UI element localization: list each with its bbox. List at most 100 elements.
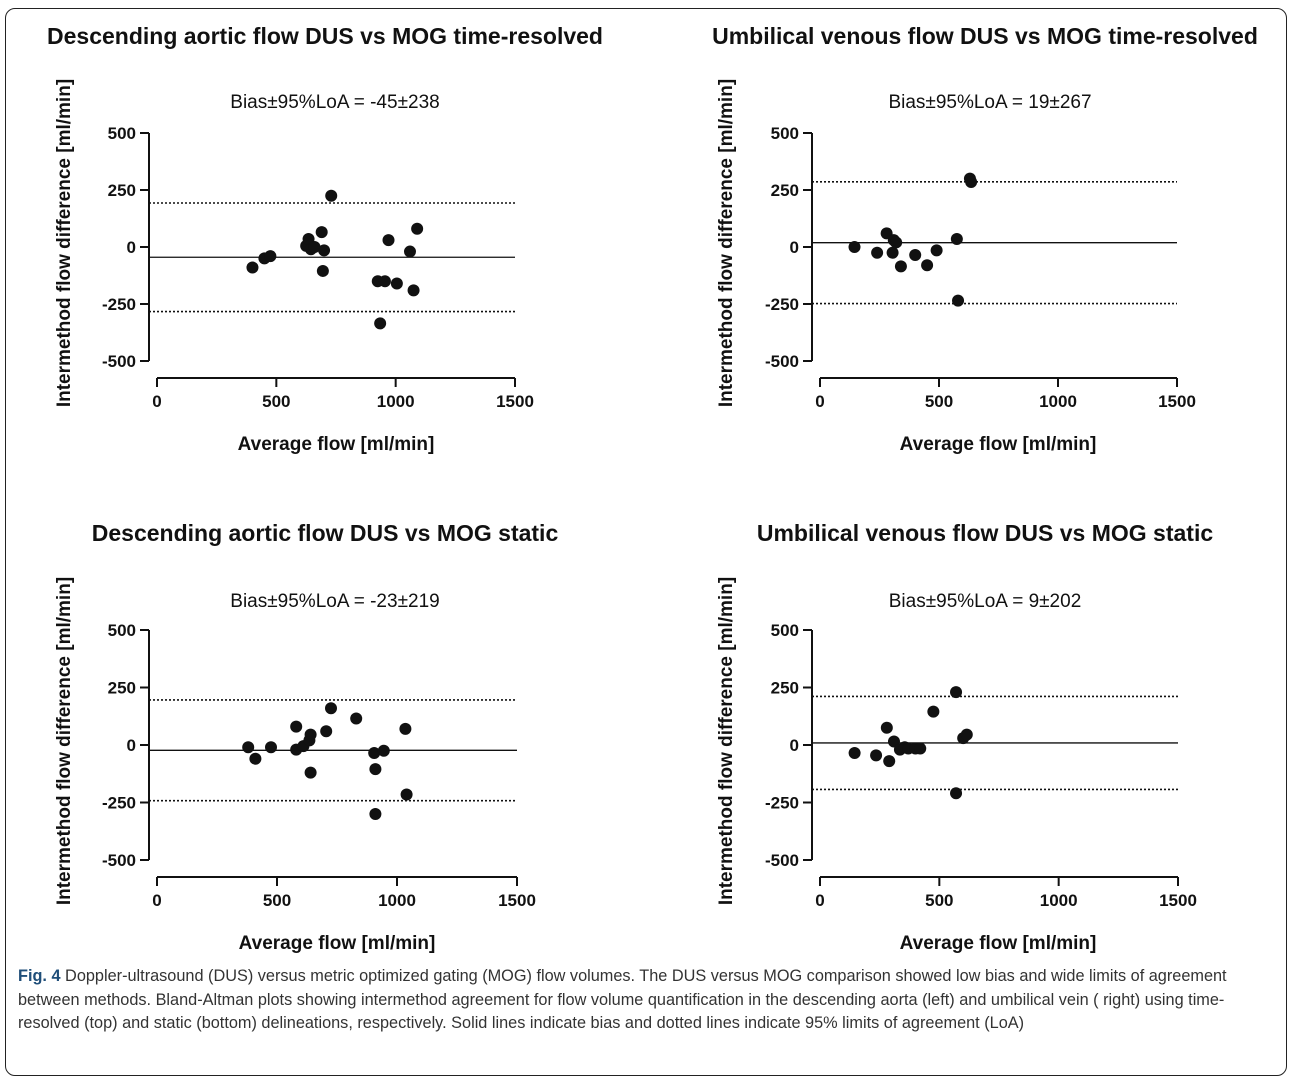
chart1-data-point xyxy=(407,284,420,297)
chart4-y-tick-label: 500 xyxy=(771,621,799,640)
figure-frame xyxy=(5,8,1287,1076)
chart1-x-tick-label: 0 xyxy=(152,392,161,411)
chart3-y-tick-label: 250 xyxy=(108,679,136,698)
chart3-data-point xyxy=(304,766,317,779)
chart4-data-point xyxy=(848,747,861,760)
chart3-y-tick-label: 0 xyxy=(127,736,136,755)
chart1-y-tick-label: -500 xyxy=(102,352,136,371)
chart3-data-point xyxy=(399,722,412,735)
chart3-data-point xyxy=(377,744,390,757)
chart2-data-point xyxy=(890,236,903,249)
chart3-data-point xyxy=(320,725,333,738)
chart1-y-axis-label: Intermethod flow difference [ml/min] xyxy=(54,79,75,407)
chart4-x-tick-label: 1500 xyxy=(1159,891,1197,910)
chart3-y-tick-label: -250 xyxy=(102,794,136,813)
chart3-data-point xyxy=(400,788,413,801)
chart4-y-axis-label: Intermethod flow difference [ml/min] xyxy=(716,577,737,905)
chart2-data-point xyxy=(965,176,978,189)
chart3-data-point xyxy=(304,728,317,741)
chart4-data-point xyxy=(960,728,973,741)
chart4-x-tick-label: 1000 xyxy=(1040,891,1078,910)
chart3-x-axis-label: Average flow [ml/min] xyxy=(239,933,436,954)
chart1-data-point xyxy=(382,234,395,247)
caption-text: Doppler-ultrasound (DUS) versus metric o… xyxy=(18,967,1227,1032)
chart4-data-point xyxy=(950,787,963,800)
chart1-y-tick-label: -250 xyxy=(102,295,136,314)
chart4-x-axis-label: Average flow [ml/min] xyxy=(900,933,1097,954)
chart4-data-point xyxy=(883,755,896,768)
chart3-title: Descending aortic flow DUS vs MOG static xyxy=(92,520,559,546)
chart1-x-tick-label: 1000 xyxy=(377,392,415,411)
chart2-data-point xyxy=(952,294,965,307)
chart2-y-tick-label: 250 xyxy=(771,181,799,200)
figure-number: Fig. 4 xyxy=(18,967,61,985)
chart1-data-point xyxy=(411,222,424,235)
chart3-data-point xyxy=(369,808,382,820)
chart1-title: Descending aortic flow DUS vs MOG time-r… xyxy=(47,23,603,49)
chart4-bias-annotation: Bias±95%LoA = 9±202 xyxy=(889,591,1082,612)
chart3-y-tick-label: 500 xyxy=(108,621,136,640)
chart4-data-point xyxy=(914,742,927,755)
chart2-x-tick-label: 500 xyxy=(925,392,953,411)
chart3-bias-annotation: Bias±95%LoA = -23±219 xyxy=(230,591,439,612)
chart2-data-point xyxy=(921,259,934,272)
chart2-data-point xyxy=(950,233,963,246)
chart2-y-axis-label: Intermethod flow difference [ml/min] xyxy=(716,79,737,407)
chart3-y-tick-label: -500 xyxy=(102,851,136,870)
chart4-data-point xyxy=(927,705,940,718)
chart4-data-point xyxy=(950,686,963,699)
chart1-data-point xyxy=(246,261,259,274)
chart3-data-point xyxy=(369,763,382,776)
figure-panels: Descending aortic flow DUS vs MOG time-r… xyxy=(47,23,1258,954)
chart1-x-tick-label: 1500 xyxy=(496,392,534,411)
chart2-y-tick-label: -250 xyxy=(765,295,799,314)
chart3-data-point xyxy=(290,720,303,733)
chart1-x-axis-label: Average flow [ml/min] xyxy=(238,434,435,455)
chart2-data-point xyxy=(930,244,943,257)
chart2-x-tick-label: 1000 xyxy=(1039,392,1077,411)
chart4-x-tick-label: 0 xyxy=(815,891,824,910)
chart4-y-tick-label: -250 xyxy=(765,794,799,813)
chart3-data-point xyxy=(249,752,262,765)
chart2-y-tick-label: -500 xyxy=(765,352,799,371)
chart4-y-tick-label: 0 xyxy=(790,736,799,755)
chart3-data-point xyxy=(368,747,381,760)
chart2-y-tick-label: 0 xyxy=(790,238,799,257)
chart2-x-axis-label: Average flow [ml/min] xyxy=(900,434,1097,455)
chart3-data-point xyxy=(242,741,255,754)
chart1-y-tick-label: 250 xyxy=(108,181,136,200)
chart2-data-point xyxy=(909,248,922,261)
chart1-data-point xyxy=(374,317,387,330)
chart4-y-tick-label: -500 xyxy=(765,851,799,870)
chart4-title: Umbilical venous flow DUS vs MOG static xyxy=(757,520,1213,546)
chart3-data-point xyxy=(350,712,363,725)
chart2-bias-annotation: Bias±95%LoA = 19±267 xyxy=(888,92,1091,113)
chart3-data-point xyxy=(325,702,337,715)
chart2-data-point xyxy=(894,260,907,273)
chart4-data-point xyxy=(880,721,893,734)
chart4-x-tick-label: 500 xyxy=(925,891,953,910)
chart1-data-point xyxy=(403,245,416,258)
chart1-x-tick-label: 500 xyxy=(262,392,290,411)
chart4-y-tick-label: 250 xyxy=(771,679,799,698)
chart1-data-point xyxy=(316,264,329,277)
chart3-y-axis-label: Intermethod flow difference [ml/min] xyxy=(54,577,75,905)
chart2-data-point xyxy=(886,246,899,259)
chart1-data-point xyxy=(390,277,403,290)
chart1-data-point xyxy=(315,226,328,239)
chart4-data-point xyxy=(870,749,883,762)
chart2-x-tick-label: 1500 xyxy=(1158,392,1196,411)
figure-caption: Fig. 4 Doppler-ultrasound (DUS) versus m… xyxy=(18,965,1276,1036)
chart1-data-point xyxy=(308,241,321,253)
chart2-y-tick-label: 500 xyxy=(771,124,799,143)
chart1-data-point xyxy=(325,189,338,202)
chart2-data-point xyxy=(848,241,861,253)
chart1-data-point xyxy=(378,275,391,288)
chart3-x-tick-label: 500 xyxy=(263,891,291,910)
chart3-x-tick-label: 1000 xyxy=(378,891,416,910)
chart1-y-tick-label: 0 xyxy=(127,238,136,257)
chart3-x-tick-label: 0 xyxy=(152,891,161,910)
chart2-title: Umbilical venous flow DUS vs MOG time-re… xyxy=(712,23,1258,49)
chart1-data-point xyxy=(264,250,277,263)
chart2-data-point xyxy=(871,246,884,259)
